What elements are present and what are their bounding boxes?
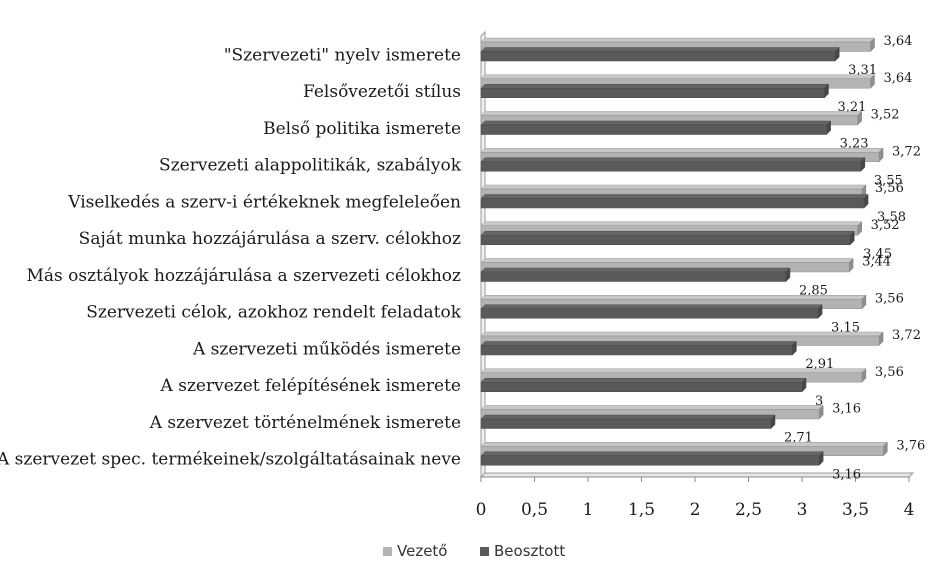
bar-top-face [480,84,830,89]
category-label: A szervezet történelmének ismerete [149,413,461,433]
bar-beosztott [480,88,825,98]
x-tick-label: 4 [904,500,915,520]
bar-beosztott [480,161,862,172]
legend-swatch-vezeto [383,547,392,556]
category-label: Felsővezetői stílus [303,82,461,102]
data-label: 3,21 [837,100,866,115]
data-label: 2,71 [784,431,813,446]
bar-top-face [480,111,863,116]
bar-top-face [480,120,832,126]
bar-top-face [480,341,797,346]
data-label: 3,55 [874,173,903,188]
x-tick-label: 2 [690,500,701,520]
data-label: 3,64 [883,71,912,86]
bar-top-face [480,304,823,309]
data-label: 3,45 [863,247,892,262]
bar-top-face [480,331,884,337]
bar-top-face [480,442,888,447]
x-tick-label: 1 [583,500,594,520]
x-tick-label: 3,5 [842,500,869,520]
category-label: Viselkedés a szerv-i értékeknek megfelel… [67,192,461,212]
data-label: 2,91 [805,357,834,372]
bar-top-face [480,221,863,226]
data-label: 3,72 [892,328,921,343]
legend-label-beosztott: Beosztott [494,542,565,560]
bar-top-face [480,47,840,52]
bar-beosztott [480,418,772,429]
data-label: 3,56 [875,365,904,380]
x-tick-label: 0,5 [521,500,548,520]
bar-top-face [480,405,824,410]
category-label: Szervezeti alappolitikák, szabályok [159,156,462,176]
x-tick-label: 3 [797,500,808,520]
bar-beosztott [480,345,793,356]
bar-top-face [480,368,867,373]
data-label: 3,31 [848,63,877,78]
bar-top-face [480,378,807,383]
bar-beosztott [480,271,787,282]
x-tick-label: 2,5 [735,500,762,520]
bar-top-face [480,295,867,300]
legend-label-vezeto: Vezető [397,542,448,560]
category-label: Belső politika ismerete [263,119,461,139]
category-label: Más osztályok hozzájárulása a szervezeti… [26,266,461,286]
bar-top-face [480,231,855,236]
bar-top-face [480,37,876,43]
bar-top-face [480,258,854,263]
bar-beosztott [480,455,820,466]
bar-top-face [480,157,866,162]
bar-beosztott [480,308,819,319]
data-label: 3,15 [831,320,860,335]
data-label: 3,23 [840,137,869,152]
bar-top-face [480,414,776,420]
category-label: Szervezeti célok, azokhoz rendelt felada… [86,303,461,323]
bar-beosztott [480,198,865,209]
data-label: 3,56 [875,181,904,196]
data-label: 3,64 [883,34,912,49]
data-label: 3,52 [871,108,900,123]
bar-beosztott [480,124,827,135]
data-label: 3,52 [871,218,900,233]
x-tick-label: 0 [476,500,487,520]
category-label: A szervezet felépítésének ismerete [160,376,461,396]
legend-swatch-beosztott [480,547,489,556]
data-label: 3 [815,394,823,409]
x-tick-label: 1,5 [628,500,655,520]
data-label: 3,56 [875,291,904,306]
data-label: 2,85 [799,284,828,299]
bar-top-face [480,194,869,199]
data-label: 3,16 [832,402,861,417]
data-label: 3,44 [862,255,891,270]
category-label: A szervezet spec. termékeinek/szolgáltat… [0,450,461,470]
category-label: "Szervezeti" nyelv ismerete [224,45,461,65]
bar-top-face [480,451,824,456]
data-label: 3,76 [896,438,925,453]
bar-top-face [480,148,884,153]
bar-beosztott [480,235,851,245]
bar-top-face [480,184,867,190]
category-label: A szervezeti működés ismerete [192,339,461,359]
data-label: 3,58 [877,210,906,225]
bar-top-face [480,74,876,79]
data-label: 3,72 [892,144,921,159]
bar-beosztott [480,51,836,62]
bar-beosztott [480,382,803,392]
category-label: Saját munka hozzájárulása a szerv. célok… [79,229,461,249]
data-label: 3,16 [832,467,861,482]
bar-top-face [480,267,791,273]
